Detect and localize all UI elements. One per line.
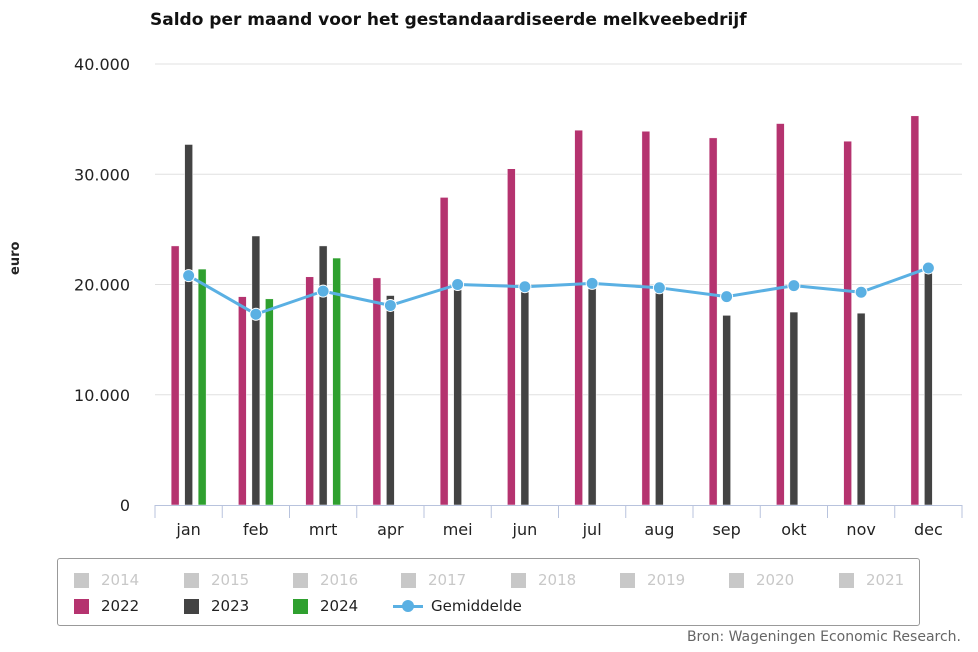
legend: 2014 2015 2016 2017 2018 2019 2020 2021 2022 2023… xyxy=(57,558,920,626)
bar-2023-jul xyxy=(587,284,597,506)
legend-label: 2018 xyxy=(538,571,577,589)
bar-2023-sep xyxy=(722,315,731,506)
bar-2022-feb xyxy=(238,296,247,506)
x-tick-label: nov xyxy=(846,520,875,539)
legend-label: 2015 xyxy=(211,571,250,589)
legend-label: Gemiddelde xyxy=(431,597,522,615)
legend-label: 2021 xyxy=(866,571,905,589)
bar-2022-jun xyxy=(507,168,516,506)
legend-swatch xyxy=(74,572,89,588)
legend-item-gemiddelde[interactable]: Gemiddelde xyxy=(393,597,522,615)
bar-2024-jan xyxy=(197,268,207,506)
bar-2023-okt xyxy=(789,311,799,506)
legend-item-2016[interactable]: 2016 xyxy=(293,571,358,589)
y-tick-label: 20.000 xyxy=(74,276,130,295)
x-tick-label: jul xyxy=(582,520,602,539)
x-tick-label: apr xyxy=(377,520,404,539)
legend-swatch xyxy=(74,598,89,614)
bar-2022-jan xyxy=(170,245,180,506)
y-tick-label: 10.000 xyxy=(74,386,130,405)
legend-swatch xyxy=(839,572,854,588)
average-point-mei xyxy=(451,278,465,291)
legend-item-2018[interactable]: 2018 xyxy=(511,571,576,589)
bar-2023-aug xyxy=(655,288,664,506)
average-line xyxy=(187,266,929,316)
legend-label: 2024 xyxy=(320,597,359,615)
legend-label: 2022 xyxy=(101,597,140,615)
legend-swatch xyxy=(401,572,416,588)
bar-2023-nov xyxy=(856,312,866,506)
y-tick-label: 40.000 xyxy=(74,55,130,74)
bar-2023-apr xyxy=(386,295,395,506)
x-tick-label: jun xyxy=(512,520,538,539)
bar-2023-feb xyxy=(251,235,261,506)
legend-item-2022[interactable]: 2022 xyxy=(74,597,139,615)
average-point-okt xyxy=(787,279,801,293)
legend-line-symbol xyxy=(393,599,423,613)
legend-label: 2017 xyxy=(428,571,467,589)
x-tick-label: mei xyxy=(443,520,473,539)
bar-2023-mei xyxy=(453,279,462,506)
x-tick-label: aug xyxy=(644,520,674,539)
average-point-dec xyxy=(921,261,935,275)
bar-2022-mei xyxy=(439,197,449,506)
legend-swatch xyxy=(511,572,526,588)
x-tick-label: feb xyxy=(243,520,269,539)
bar-2022-apr xyxy=(372,277,382,506)
source-note: Bron: Wageningen Economic Research. xyxy=(686,629,961,645)
bar-2022-dec xyxy=(910,115,920,506)
x-tick-label: mrt xyxy=(309,520,337,539)
average-point-mrt xyxy=(316,284,330,298)
bar-2022-okt xyxy=(776,123,785,506)
legend-swatch xyxy=(620,572,635,588)
legend-item-2020[interactable]: 2020 xyxy=(729,571,794,589)
legend-swatch xyxy=(729,572,744,588)
average-point-nov xyxy=(854,285,868,299)
x-tick-label: okt xyxy=(781,520,806,539)
legend-item-2024[interactable]: 2024 xyxy=(293,597,358,615)
legend-item-2019[interactable]: 2019 xyxy=(620,571,685,589)
legend-swatch xyxy=(293,598,308,614)
chart-title: Saldo per maand voor het gestandaardisee… xyxy=(150,10,747,30)
legend-label: 2019 xyxy=(647,571,686,589)
plot-area: 0 10.000 20.000 30.000 40.000 jan feb mrt apr mei… xyxy=(74,55,963,539)
bar-2022-jul xyxy=(574,129,583,506)
average-point-jun xyxy=(518,280,532,294)
legend-swatch xyxy=(184,598,199,614)
average-point-aug xyxy=(652,281,666,295)
bar-2022-nov xyxy=(843,140,852,506)
legend-item-2021[interactable]: 2021 xyxy=(839,571,904,589)
legend-item-2023[interactable]: 2023 xyxy=(184,597,249,615)
legend-swatch xyxy=(293,572,308,588)
y-tick-label: 0 xyxy=(120,496,130,515)
legend-label: 2020 xyxy=(756,571,795,589)
bar-2022-mrt xyxy=(305,276,314,506)
bar-2023-dec xyxy=(924,264,933,506)
bar-2023-jan xyxy=(184,144,193,506)
average-point-jul xyxy=(585,276,599,290)
legend-item-2014[interactable]: 2014 xyxy=(74,571,139,589)
legend-item-2015[interactable]: 2015 xyxy=(184,571,249,589)
y-tick-label: 30.000 xyxy=(74,165,130,184)
bar-2023-jun xyxy=(520,284,530,506)
bar-2024-feb xyxy=(265,298,274,506)
average-point-jan xyxy=(182,269,196,283)
legend-label: 2016 xyxy=(320,571,359,589)
x-tick-label: jan xyxy=(175,520,200,539)
legend-item-2017[interactable]: 2017 xyxy=(401,571,466,589)
bar-2022-aug xyxy=(641,131,651,506)
average-point-sep xyxy=(720,290,734,304)
legend-label: 2014 xyxy=(101,571,140,589)
bar-2022-sep xyxy=(708,137,718,506)
legend-label: 2023 xyxy=(211,597,250,615)
x-tick-label: sep xyxy=(712,520,740,539)
average-point-apr xyxy=(383,298,397,312)
x-tick-label: dec xyxy=(914,520,943,539)
average-point-feb xyxy=(249,307,263,321)
legend-swatch xyxy=(184,572,199,588)
